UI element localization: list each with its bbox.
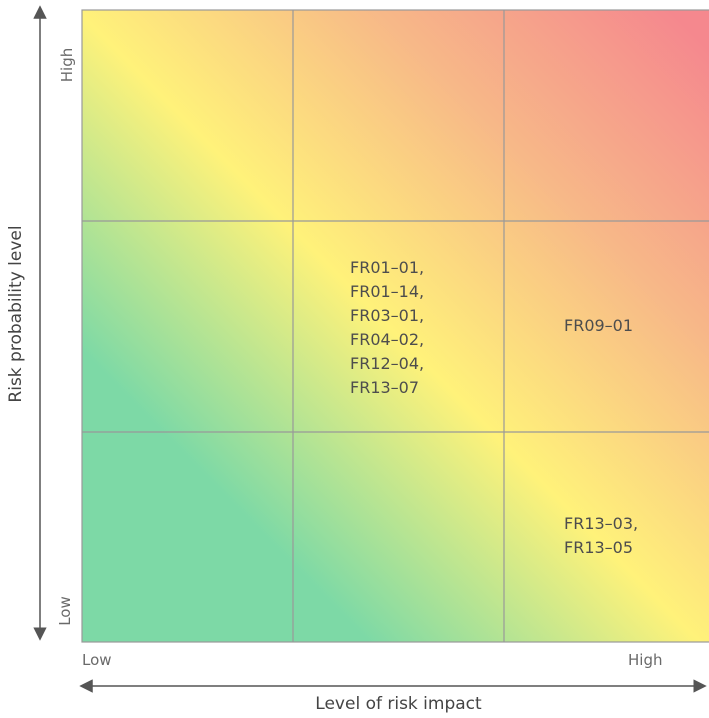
y-axis-low-label: Low (56, 596, 74, 626)
risk-id: FR13–05 (564, 538, 634, 557)
risk-id: FR12–04, (350, 354, 425, 373)
cell-medium-impact-medium-probability: FR01–01, FR01–14, FR03–01, FR04–02, FR12… (350, 256, 424, 400)
risk-id: FR09–01 (564, 316, 634, 335)
risk-id: FR04–02, (350, 330, 425, 349)
x-axis-title: Level of risk impact (315, 694, 482, 714)
matrix-background (82, 10, 709, 642)
y-axis-title: Risk probability level (6, 225, 26, 403)
risk-id: FR01–01, (350, 258, 425, 277)
x-axis-high-label: High (628, 651, 663, 669)
matrix-grid (81, 9, 709, 643)
risk-id: FR03–01, (350, 306, 425, 325)
cell-high-impact-medium-probability: FR09–01 (564, 314, 633, 338)
y-axis-high-label: High (58, 47, 76, 83)
x-axis-low-label: Low (82, 651, 112, 669)
risk-id: FR01–14, (350, 282, 425, 301)
risk-id: FR13–03, (564, 514, 639, 533)
risk-id: FR13–07 (350, 378, 420, 397)
cell-high-impact-low-probability: FR13–03, FR13–05 (564, 512, 638, 560)
